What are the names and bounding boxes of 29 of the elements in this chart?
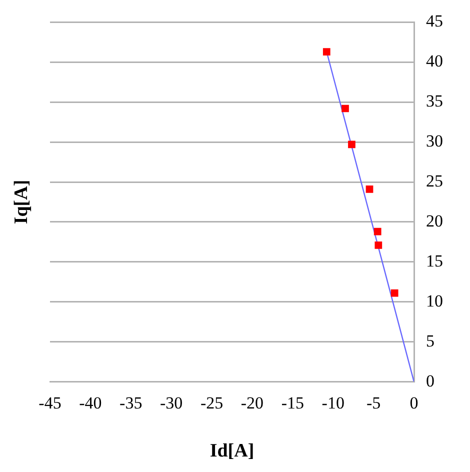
point [366,186,374,193]
x-tick-label: -20 [240,393,264,412]
point [348,140,356,148]
x-tick-label: 0 [410,393,418,412]
y-tick-label: 40 [426,52,443,71]
x-tick-label: -5 [366,393,381,412]
y-tick-label: 20 [426,211,443,230]
y-tick-label: 5 [426,331,434,350]
y-tick-label: 45 [426,12,443,31]
y-tick-label: 15 [426,251,443,270]
point [390,289,398,297]
x-tick-label: -25 [200,393,224,412]
x-axis-title: Id[A] [210,440,254,462]
x-tick-label: -15 [281,393,304,412]
point [342,104,349,112]
x-tick-label: -40 [79,393,102,412]
y-tick-label: 25 [426,171,443,190]
x-tick-label: -35 [120,393,142,412]
x-tick-label: -45 [38,393,62,412]
x-tick-label: -10 [322,393,344,412]
point [374,228,382,236]
x-tick-label: -30 [160,393,183,412]
point [322,48,330,56]
point [374,241,382,249]
y-axis-title: Iq[A] [10,180,32,224]
y-tick-label: 0 [426,371,434,390]
y-tick-label: 10 [426,291,443,310]
y-tick-label: 30 [426,132,443,151]
y-tick-label: 35 [426,92,443,111]
